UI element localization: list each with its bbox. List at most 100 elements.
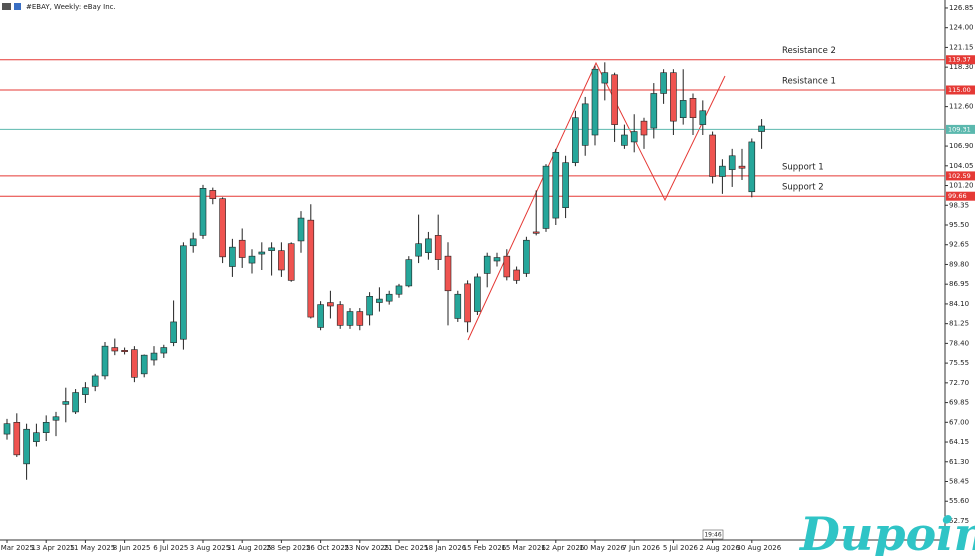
candle-body <box>630 131 638 143</box>
candle-body <box>581 103 589 146</box>
x-tick-label: 28 Sep 2025 <box>266 544 310 552</box>
x-tick-label: 2 Aug 2026 <box>699 544 740 552</box>
candle-body <box>434 235 442 260</box>
y-tick-label: 72.70 <box>949 379 969 387</box>
y-tick-label: 126.85 <box>949 4 974 12</box>
level-price-label: 115.00 <box>948 86 971 94</box>
candle-body <box>62 401 70 405</box>
candle-body <box>738 165 746 169</box>
candle-body <box>376 298 383 303</box>
y-tick-label: 58.45 <box>949 478 969 486</box>
candle-body <box>268 247 275 251</box>
level-price-label: 99.66 <box>948 192 967 200</box>
candle-body <box>572 117 579 163</box>
candle-body <box>601 72 609 84</box>
candle-body <box>150 352 158 361</box>
candle-body <box>523 239 530 274</box>
candle-body <box>454 293 462 319</box>
candle-body <box>552 152 560 219</box>
y-tick-label: 55.60 <box>949 497 969 505</box>
level-price-box <box>946 191 975 201</box>
candle-body <box>758 125 765 132</box>
y-tick-label: 75.55 <box>949 359 969 367</box>
candle-body <box>72 392 79 413</box>
y-tick-label: 67.00 <box>949 418 969 426</box>
level-name: Resistance 2 <box>782 46 836 56</box>
candle-body <box>258 251 266 255</box>
candle-body <box>366 296 373 316</box>
plot: 126.85 124.00 121.15 118.30 112.60 106.90 104.… <box>0 4 975 552</box>
candle-body <box>219 198 226 258</box>
x-tick-label: 10 May 2026 <box>579 544 625 552</box>
candle-body <box>503 255 511 278</box>
candle-body <box>229 246 236 267</box>
x-tick-label: 23 Nov 2025 <box>344 544 389 552</box>
level-price-label: 102.59 <box>948 172 971 180</box>
candle-body <box>13 422 21 456</box>
candle-body <box>199 188 207 236</box>
candle-body <box>405 259 413 287</box>
candle-body <box>160 347 168 354</box>
y-tick-label: 92.65 <box>949 241 969 249</box>
candle-body <box>542 165 550 229</box>
x-tick-label: 8 Jun 2025 <box>113 544 151 552</box>
x-tick-label: 7 Jun 2026 <box>622 544 660 552</box>
candle-body <box>91 375 99 387</box>
x-tick-label: 15 Mar 2026 <box>501 544 546 552</box>
candle-body <box>297 217 305 242</box>
candle-body <box>699 110 707 125</box>
candle-body <box>52 416 60 421</box>
y-tick-label: 118.30 <box>949 63 974 71</box>
candle-body <box>395 285 403 295</box>
y-tick-label: 84.10 <box>949 300 969 308</box>
candle-body <box>170 321 177 343</box>
candle-body <box>621 134 628 146</box>
candle-body <box>709 134 716 177</box>
candle-body <box>513 269 520 281</box>
candle-body <box>689 98 697 118</box>
level-name: Resistance 1 <box>782 77 836 87</box>
candle-body <box>189 238 197 247</box>
y-tick-label: 121.15 <box>949 43 974 51</box>
candle-body <box>121 350 128 352</box>
candle-body <box>209 190 217 199</box>
level-name: Support 2 <box>782 183 824 193</box>
x-tick-label: 21 Dec 2025 <box>384 544 429 552</box>
candle-body <box>346 311 354 326</box>
y-tick-label: 124.00 <box>949 24 974 32</box>
x-tick-label: 11 May 2025 <box>70 544 116 552</box>
level-price-box <box>946 171 975 181</box>
level-price-box <box>946 55 975 65</box>
y-tick-label: 61.30 <box>949 458 969 466</box>
last-price-box <box>946 124 975 134</box>
candle-body <box>238 239 246 258</box>
y-tick-label: 106.90 <box>949 142 974 150</box>
x-tick-label: 15 Feb 2026 <box>463 544 507 552</box>
candle-body <box>415 243 422 257</box>
y-tick-label: 89.80 <box>949 260 969 268</box>
candle-body <box>591 68 599 136</box>
candle-body <box>140 354 148 375</box>
x-tick-label: 3 Aug 2025 <box>190 544 230 552</box>
candle-body <box>425 238 432 253</box>
candle-body <box>33 432 40 442</box>
x-tick-label: 13 Apr 2025 <box>32 544 75 552</box>
candle-body <box>3 423 11 435</box>
candle-body <box>493 257 501 262</box>
x-tick-label: 18 Jan 2026 <box>424 544 467 552</box>
candle-body <box>131 349 138 378</box>
candle-body <box>327 302 334 307</box>
candle-body <box>336 304 344 326</box>
candle-body <box>640 120 648 136</box>
y-tick-label: 81.25 <box>949 320 969 328</box>
candle-body <box>464 283 471 323</box>
candle-body <box>611 74 618 125</box>
candle-body <box>23 428 30 465</box>
x-tick-label: 12 Apr 2026 <box>541 544 585 552</box>
y-tick-label: 112.60 <box>949 103 974 111</box>
watermark-logo: Dupoin <box>798 507 975 556</box>
x-tick-label: 6 Mar 2025 <box>0 544 34 552</box>
time-box <box>702 529 724 540</box>
last-price-label: 109.31 <box>948 125 971 133</box>
